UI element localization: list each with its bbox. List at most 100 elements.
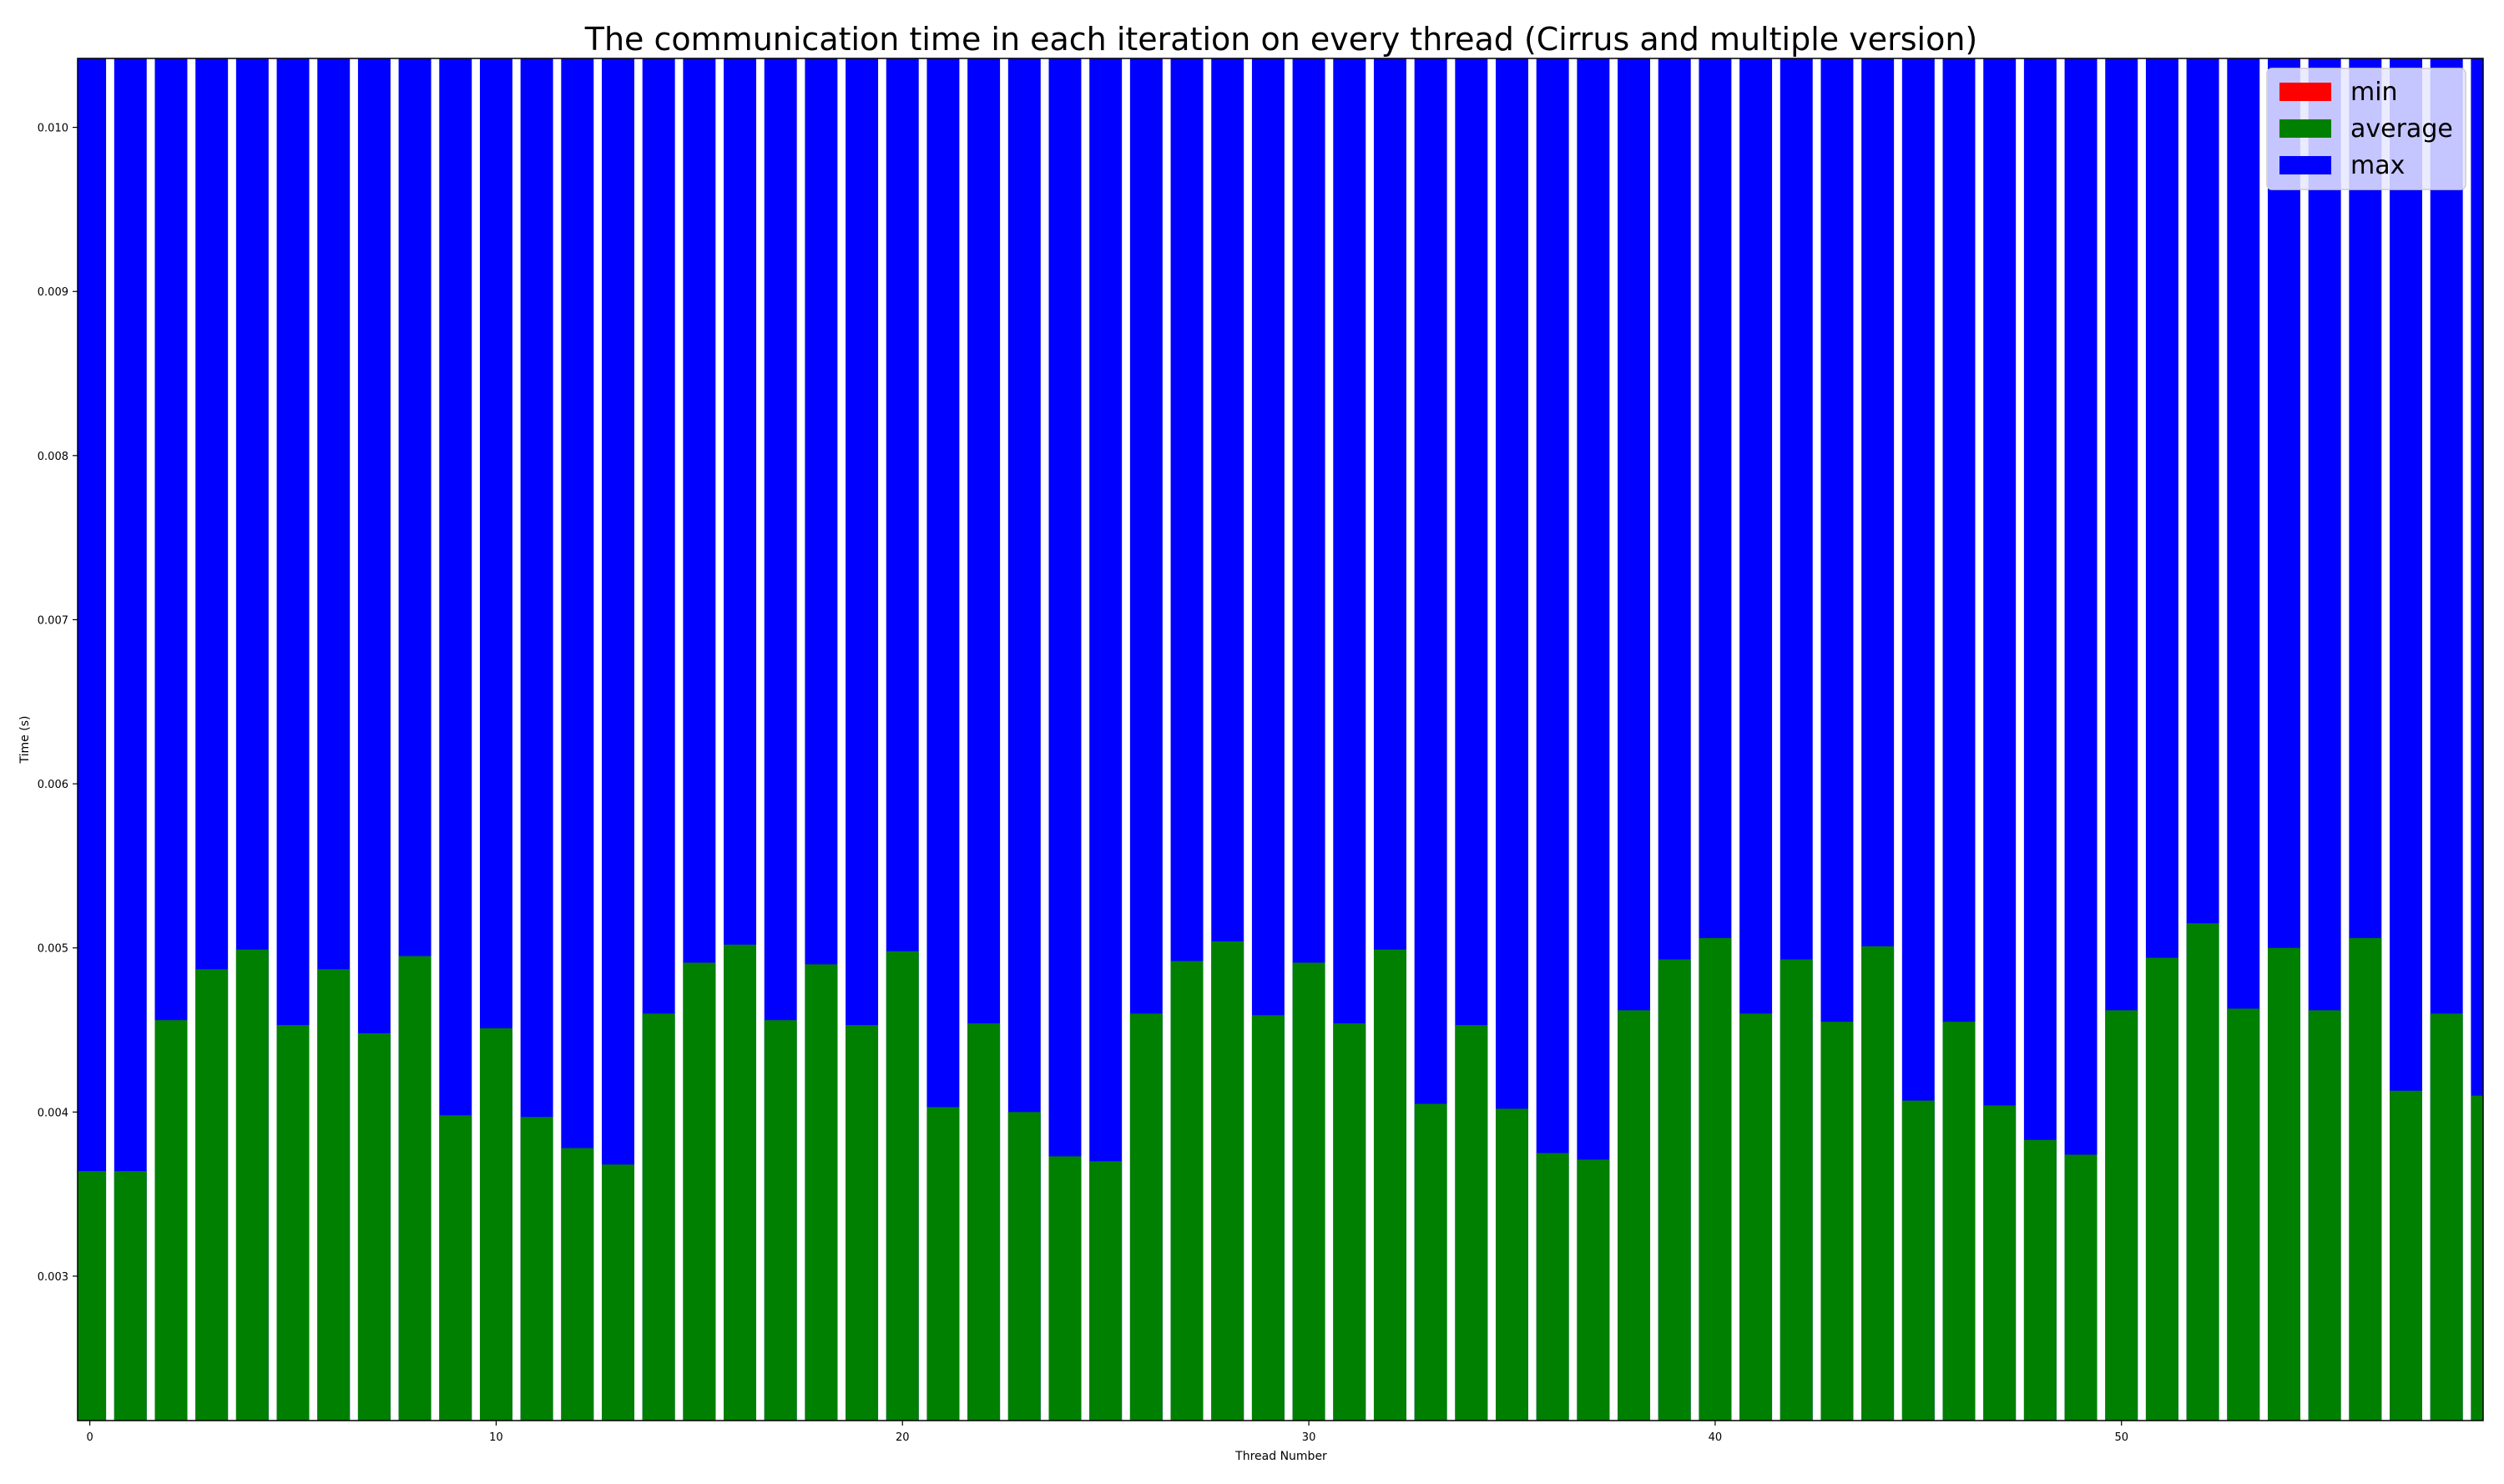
bar-min: [2390, 1424, 2422, 1429]
bar-min: [1496, 1424, 1528, 1429]
bar-min: [765, 1424, 797, 1429]
bar-average: [235, 949, 269, 1421]
bar-min: [683, 1424, 715, 1429]
bar-average: [886, 951, 919, 1421]
legend-label-average: average: [2350, 114, 2453, 144]
bar-average: [1048, 1156, 1082, 1421]
bar-average: [1373, 949, 1406, 1421]
bar-average: [2186, 923, 2219, 1421]
bar-min: [1577, 1424, 1609, 1429]
bar-min: [2309, 1424, 2341, 1429]
x-tick-label: 30: [1302, 1431, 1316, 1444]
bar-min: [2227, 1424, 2259, 1429]
bar-average: [2227, 1008, 2260, 1421]
bar-average: [1455, 1025, 1488, 1421]
bar-average: [642, 1013, 675, 1421]
bar-min: [2431, 1424, 2463, 1429]
bar-average: [1739, 1013, 1773, 1421]
bar-min: [1780, 1424, 1813, 1429]
bar-min: [277, 1424, 310, 1429]
chart-title: The communication time in each iteration…: [584, 21, 1977, 58]
y-tick-label: 0.005: [38, 943, 68, 956]
bar-average: [1251, 1015, 1285, 1421]
bar-average: [2308, 1010, 2341, 1421]
bar-min: [2187, 1424, 2219, 1429]
bar-min: [2065, 1424, 2098, 1429]
bar-average: [195, 969, 229, 1421]
legend-label-min: min: [2350, 78, 2398, 107]
bar-average: [2349, 937, 2382, 1421]
bar-min: [1008, 1424, 1041, 1429]
bar-average: [1861, 946, 1895, 1421]
bar-min: [154, 1424, 187, 1429]
x-axis-ticks: 0 10 20 30 40 50: [86, 1421, 2128, 1444]
bar-average: [2105, 1010, 2138, 1421]
bar-min: [1861, 1424, 1894, 1429]
bar-average: [1577, 1159, 1610, 1421]
bar-min: [195, 1424, 228, 1429]
bar-min: [439, 1424, 472, 1429]
bar-average: [683, 962, 716, 1421]
bar-average: [1129, 1013, 1163, 1421]
legend-swatch-max: [2279, 156, 2331, 174]
bar-min: [1130, 1424, 1163, 1429]
bar-min: [1943, 1424, 1976, 1429]
bar-average: [1292, 962, 1325, 1421]
bar-average: [1007, 1112, 1041, 1421]
bars-group: [78, 58, 2483, 1429]
legend-swatch-average: [2279, 119, 2331, 138]
bar-min: [1820, 1424, 1853, 1429]
bar-average: [1780, 959, 1813, 1421]
x-tick-label: 50: [2114, 1431, 2128, 1444]
bar-min: [1049, 1424, 1082, 1429]
bar-average: [439, 1115, 472, 1421]
bar-average: [805, 964, 838, 1421]
bar-min: [926, 1424, 959, 1429]
bar-min: [1333, 1424, 1366, 1429]
y-tick-label: 0.004: [38, 1107, 68, 1119]
x-tick-label: 20: [896, 1431, 910, 1444]
bar-average: [1496, 1108, 1528, 1421]
bar-min: [561, 1424, 593, 1429]
bar-min: [2268, 1424, 2300, 1429]
bar-average: [1901, 1100, 1935, 1421]
bar-average: [1414, 1103, 1447, 1421]
legend-swatch-min: [2279, 83, 2331, 101]
bar-average: [926, 1107, 960, 1421]
bar-min: [1252, 1424, 1285, 1429]
bar-min: [236, 1424, 269, 1429]
bar-average: [1658, 959, 1691, 1421]
bar-min: [1658, 1424, 1691, 1429]
bar-average: [114, 1171, 147, 1421]
x-tick-label: 40: [1709, 1431, 1723, 1444]
y-tick-label: 0.006: [38, 779, 68, 791]
bar-min: [1902, 1424, 1935, 1429]
bar-average: [1699, 937, 1732, 1421]
bar-min: [1374, 1424, 1406, 1429]
bar-min: [1739, 1424, 1772, 1429]
bar-average: [2430, 1013, 2463, 1421]
y-tick-label: 0.008: [38, 451, 68, 463]
bar-min: [317, 1424, 350, 1429]
bar-min: [521, 1424, 553, 1429]
bar-min: [1089, 1424, 1122, 1429]
bar-min: [2146, 1424, 2178, 1429]
bar-average: [398, 956, 432, 1421]
bar-min: [358, 1424, 391, 1429]
bar-average: [520, 1117, 553, 1421]
bar-average: [724, 944, 756, 1421]
bar-average: [1170, 961, 1204, 1421]
x-tick-label: 10: [489, 1431, 503, 1444]
bar-average: [276, 1025, 310, 1421]
y-tick-label: 0.010: [38, 123, 68, 135]
legend-label-max: max: [2350, 151, 2405, 180]
bar-min: [1983, 1424, 2016, 1429]
y-tick-label: 0.007: [38, 614, 68, 627]
bar-average: [357, 1032, 391, 1421]
bar-min: [1171, 1424, 1204, 1429]
y-tick-label: 0.009: [38, 286, 68, 299]
bar-min: [1415, 1424, 1447, 1429]
bar-average: [1536, 1153, 1569, 1421]
bar-min: [1537, 1424, 1569, 1429]
